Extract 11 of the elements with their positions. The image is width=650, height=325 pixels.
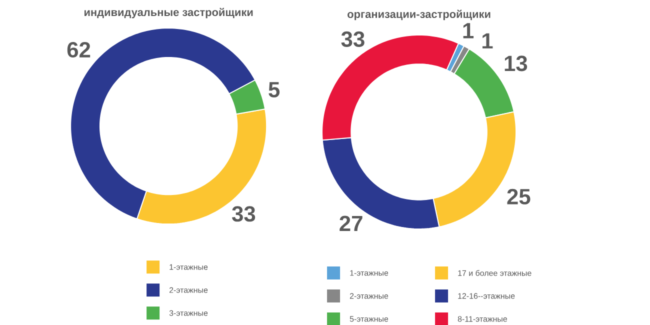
data-label: 62	[67, 42, 90, 58]
data-label: 33	[232, 206, 256, 222]
chart-title: организации-застройщики	[348, 10, 490, 20]
data-label: 27	[340, 216, 362, 232]
data-label: 13	[504, 56, 528, 72]
data-label: 25	[507, 188, 530, 204]
data-label: 1	[463, 23, 474, 38]
data-label: 33	[341, 31, 364, 47]
chart-title: индивидуальные застройщики	[84, 8, 253, 18]
data-label: 1	[482, 33, 493, 48]
data-label: 5	[268, 82, 280, 98]
